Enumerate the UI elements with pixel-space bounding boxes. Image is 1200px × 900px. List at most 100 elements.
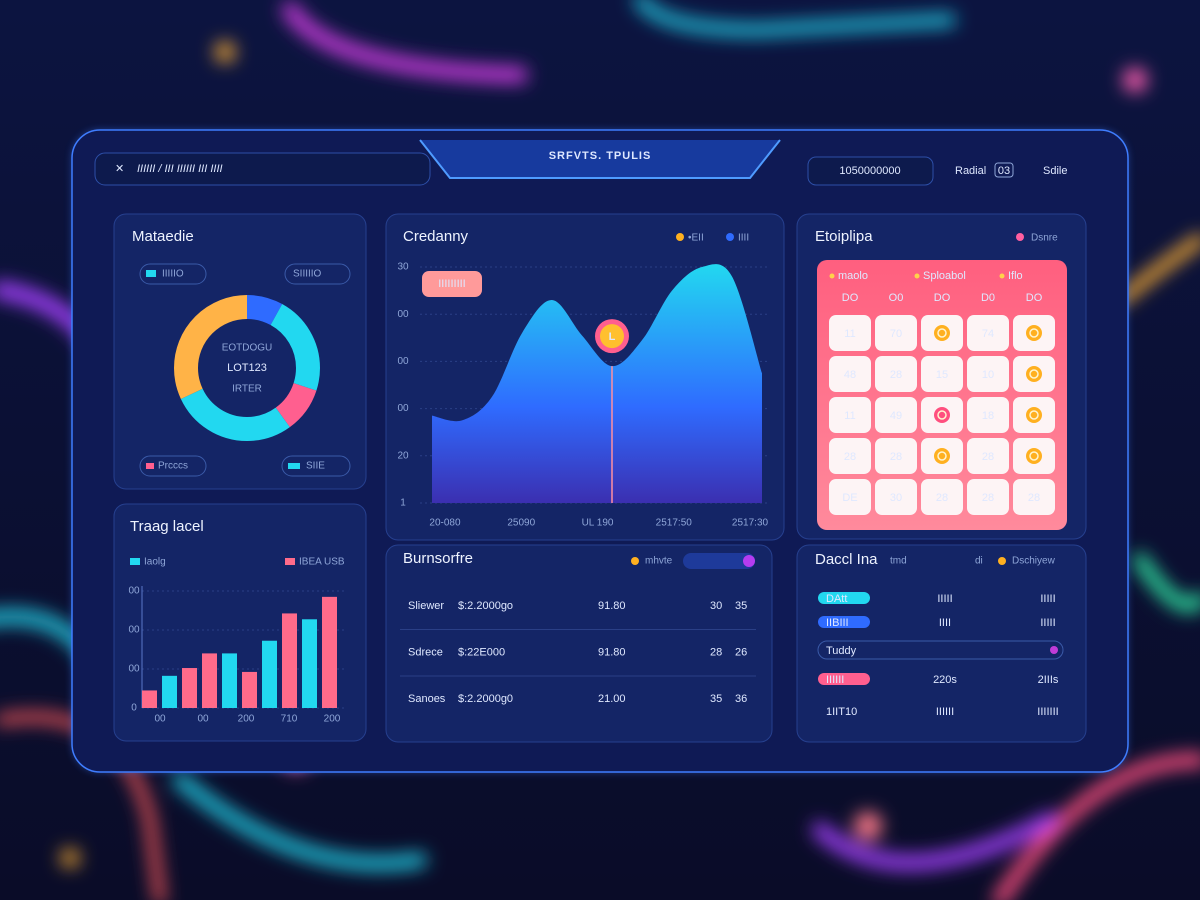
- area-fill: [432, 264, 762, 503]
- day-dot-ring: [937, 410, 947, 420]
- table-cell: 21.00: [598, 693, 626, 705]
- menu-item[interactable]: Sdile: [1043, 165, 1067, 177]
- day-cell[interactable]: [875, 397, 917, 433]
- legend-swatch: [130, 558, 140, 565]
- head-dot: [829, 273, 835, 279]
- donut-label: EOTDOGU: [222, 343, 273, 354]
- weekday: DO: [934, 292, 951, 304]
- card-title: Traag lacel: [130, 518, 204, 535]
- search-text[interactable]: 1050000000: [839, 165, 900, 177]
- legend-dot: [726, 233, 734, 241]
- day-cell[interactable]: [921, 479, 963, 515]
- legend-text: IIII: [738, 233, 749, 244]
- donut-segment: [174, 295, 320, 441]
- title-tab: [419, 139, 781, 179]
- day-cell[interactable]: [875, 356, 917, 392]
- weekday: DO: [1026, 292, 1043, 304]
- day-cell[interactable]: [875, 315, 917, 351]
- bar: [202, 653, 217, 708]
- legend-swatch: [146, 463, 154, 469]
- pill-text: IIIIIO: [162, 269, 184, 280]
- day-number: 28: [936, 492, 948, 504]
- row-label: Tuddy: [826, 645, 857, 657]
- row-box: [817, 640, 1064, 660]
- day-cell[interactable]: [967, 356, 1009, 392]
- bar: [222, 653, 237, 708]
- y-tick-label: 00: [397, 356, 409, 367]
- day-number: 48: [844, 369, 856, 381]
- close-icon[interactable]: ✕: [115, 163, 124, 175]
- day-dot-ring: [1029, 369, 1039, 379]
- row-value: IIIII: [1040, 617, 1055, 629]
- y-tick-label: 00: [128, 664, 140, 675]
- pill: [139, 263, 207, 285]
- legend-swatch: [288, 463, 300, 469]
- row-value: IIII: [939, 617, 951, 629]
- day-cell[interactable]: [829, 438, 871, 474]
- pill-swatch: [146, 270, 156, 277]
- legend-text: Prcccs: [158, 461, 188, 472]
- x-tick-label: 710: [281, 714, 298, 725]
- row-label: IIBIII: [826, 617, 849, 629]
- day-cell[interactable]: [829, 315, 871, 351]
- toggle[interactable]: [683, 553, 755, 569]
- card-title: Burnsorfre: [403, 550, 473, 567]
- row-pill: [818, 616, 870, 628]
- day-cell[interactable]: [829, 356, 871, 392]
- bar: [302, 619, 317, 708]
- day-cell[interactable]: [829, 397, 871, 433]
- row-value: IIIII: [1040, 593, 1055, 605]
- legend-dot: [998, 557, 1006, 565]
- y-tick-label: 20: [397, 450, 409, 461]
- x-tick-label: 2517:50: [656, 518, 693, 529]
- day-number: 11: [844, 410, 855, 422]
- donut-segment: [174, 295, 320, 441]
- day-number: 28: [1028, 492, 1040, 504]
- nav-bar[interactable]: [94, 152, 431, 186]
- nav-links[interactable]: IIIIII / III IIIIII III IIII: [137, 163, 223, 175]
- table-cell: 91.80: [598, 646, 626, 658]
- tag-text: Dsnre: [1031, 233, 1058, 244]
- day-cell[interactable]: [875, 438, 917, 474]
- day-cell[interactable]: [967, 479, 1009, 515]
- tag-dot: [1016, 233, 1024, 241]
- legend-dot: [676, 233, 684, 241]
- table-cell: 35: [710, 693, 722, 705]
- marker-inner: [600, 324, 624, 349]
- table-cell: 36: [735, 693, 747, 705]
- card-title: Etoiplipa: [815, 228, 873, 245]
- toggle-label: mhvte: [645, 556, 673, 567]
- toggle-knob[interactable]: [743, 555, 755, 567]
- app-title: SRFVTS. TPULIS: [549, 150, 652, 162]
- x-tick-label: 200: [324, 714, 341, 725]
- table-cell: 91.80: [598, 600, 626, 612]
- day-cell[interactable]: [967, 315, 1009, 351]
- calendar-head: Sploabol: [923, 270, 966, 282]
- day-dot: [1026, 407, 1042, 423]
- table-cell: 35: [735, 600, 747, 612]
- table-cell: $:2.2000go: [458, 600, 513, 612]
- day-cell[interactable]: [829, 479, 871, 515]
- day-cell[interactable]: [921, 356, 963, 392]
- donut-card: [113, 213, 367, 490]
- label: di: [975, 556, 983, 567]
- day-number: 70: [890, 328, 902, 340]
- x-tick-label: 00: [154, 714, 166, 725]
- y-tick-label: 00: [128, 625, 140, 636]
- bar: [282, 613, 297, 708]
- day-number: 28: [982, 451, 994, 463]
- pill: [284, 263, 351, 285]
- weekday: DO: [842, 292, 859, 304]
- user-name[interactable]: Radial: [955, 165, 986, 177]
- table-card: [385, 544, 773, 743]
- day-number: 49: [890, 410, 902, 422]
- day-cell[interactable]: [967, 438, 1009, 474]
- day-dot-ring: [1029, 451, 1039, 461]
- row-value: 220s: [933, 674, 957, 686]
- day-cell[interactable]: [967, 397, 1009, 433]
- day-cell[interactable]: [875, 479, 917, 515]
- day-cell[interactable]: [1013, 479, 1055, 515]
- search-box[interactable]: [807, 156, 934, 186]
- card-title: Mataedie: [132, 228, 194, 245]
